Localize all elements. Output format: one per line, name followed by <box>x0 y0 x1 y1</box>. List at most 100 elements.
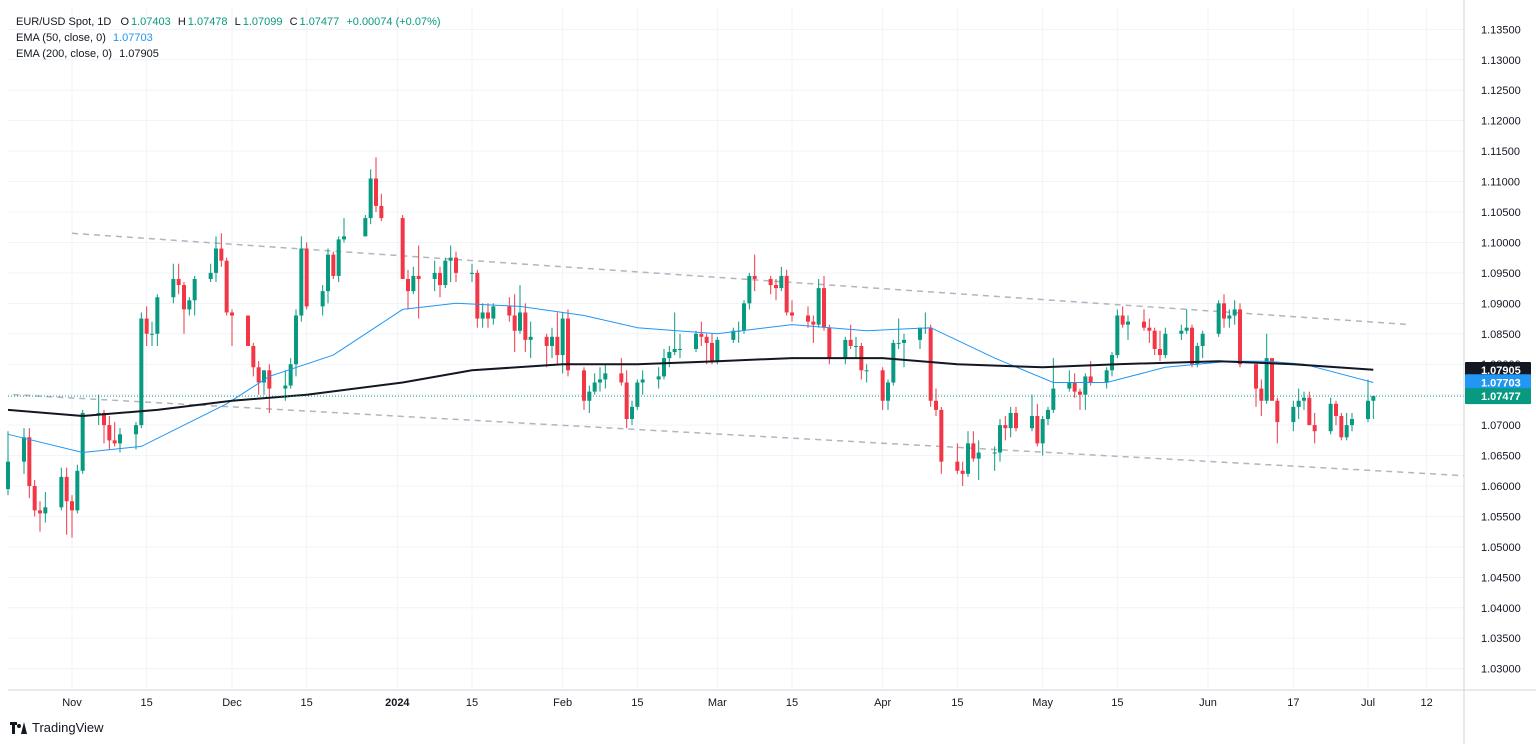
candle-body <box>1078 391 1082 395</box>
candle <box>1152 327 1157 356</box>
candle-body <box>955 461 960 471</box>
candle-body <box>144 318 149 334</box>
candle <box>246 315 250 346</box>
candle <box>694 330 698 353</box>
candle-body <box>1003 425 1008 429</box>
candle <box>1344 412 1349 441</box>
candle-body <box>816 288 821 325</box>
candle-body <box>960 470 965 474</box>
candle-body <box>518 312 522 331</box>
candle-body <box>251 345 256 368</box>
candle <box>656 367 661 389</box>
candle-body <box>491 306 496 319</box>
candle-body <box>640 379 645 383</box>
candle-body <box>1088 376 1093 383</box>
candle-body <box>992 452 997 454</box>
candle-body <box>1296 400 1301 407</box>
candle <box>294 309 298 377</box>
candle <box>102 409 106 444</box>
candle-body <box>320 291 325 307</box>
candle-body <box>582 370 586 401</box>
candle-body <box>416 275 421 279</box>
x-tick-label: 15 <box>301 697 313 709</box>
candle <box>1184 309 1189 334</box>
candle <box>368 169 373 225</box>
candle-body <box>454 257 458 273</box>
candle-body <box>208 272 213 279</box>
candles <box>6 157 1376 538</box>
y-tick-label: 1.04500 <box>1481 572 1521 584</box>
candle <box>566 309 570 377</box>
candle <box>1158 330 1162 362</box>
candle-body <box>1083 376 1088 395</box>
candle-body <box>486 312 490 319</box>
candle <box>736 321 741 343</box>
candle <box>256 361 261 395</box>
candle <box>288 358 293 389</box>
candle-body <box>886 382 890 401</box>
candle-body <box>1232 309 1237 316</box>
candle-body <box>854 345 858 347</box>
candle-body <box>811 321 816 325</box>
candle <box>1104 367 1109 389</box>
candle-body <box>1163 333 1168 356</box>
candle <box>939 406 944 474</box>
candle <box>747 272 752 310</box>
y-tick-label: 1.07000 <box>1481 420 1521 432</box>
candle <box>896 318 901 349</box>
candle <box>134 422 138 450</box>
ema50-value: 1.07703 <box>112 32 153 44</box>
candle-body <box>1008 412 1013 429</box>
candle <box>1216 300 1221 337</box>
candle <box>630 400 634 426</box>
candle <box>1195 342 1200 368</box>
candle-body <box>342 236 346 240</box>
candle-body <box>624 382 629 420</box>
candle-body <box>176 278 181 286</box>
candle-body <box>939 409 944 462</box>
candle-body <box>80 412 85 471</box>
candle-body <box>470 272 474 274</box>
candle-body <box>731 330 736 340</box>
candle <box>624 370 629 429</box>
candle <box>1200 330 1205 359</box>
ema50-label: EMA (50, close, 0) <box>16 32 106 44</box>
candle <box>192 275 197 316</box>
candle-body <box>432 272 437 279</box>
x-tick-label: 17 <box>1287 697 1299 709</box>
high-label: H <box>177 16 186 28</box>
candle-body <box>1264 358 1269 401</box>
candle <box>448 245 453 283</box>
candle <box>182 282 186 334</box>
low-value: 1.07099 <box>242 16 283 28</box>
candle <box>592 373 597 395</box>
candle <box>363 215 368 237</box>
candle-body <box>331 254 336 276</box>
candle <box>1190 324 1194 368</box>
candle <box>107 415 112 450</box>
candle-body <box>1227 315 1232 319</box>
candle-body <box>768 278 773 286</box>
candle <box>1222 294 1226 328</box>
low-label: L <box>234 16 241 28</box>
candle-body <box>864 370 869 372</box>
candle-body <box>1222 303 1226 319</box>
x-tick-label: 2024 <box>385 697 410 709</box>
candle <box>144 306 149 346</box>
candle <box>1254 361 1258 407</box>
candle-body <box>704 336 709 343</box>
candle-body <box>102 412 106 426</box>
candle-body <box>822 288 826 328</box>
candle <box>976 440 981 480</box>
candle <box>752 254 757 292</box>
candle <box>208 263 213 283</box>
candle <box>555 312 560 365</box>
candle-body <box>43 507 48 514</box>
ema50-badge-text: 1.07703 <box>1481 377 1521 389</box>
candle-body <box>1350 419 1354 426</box>
tradingview-watermark[interactable]: TradingView <box>10 720 104 735</box>
candle <box>843 336 848 365</box>
candle-body <box>1371 395 1376 401</box>
candle-body <box>294 315 298 365</box>
